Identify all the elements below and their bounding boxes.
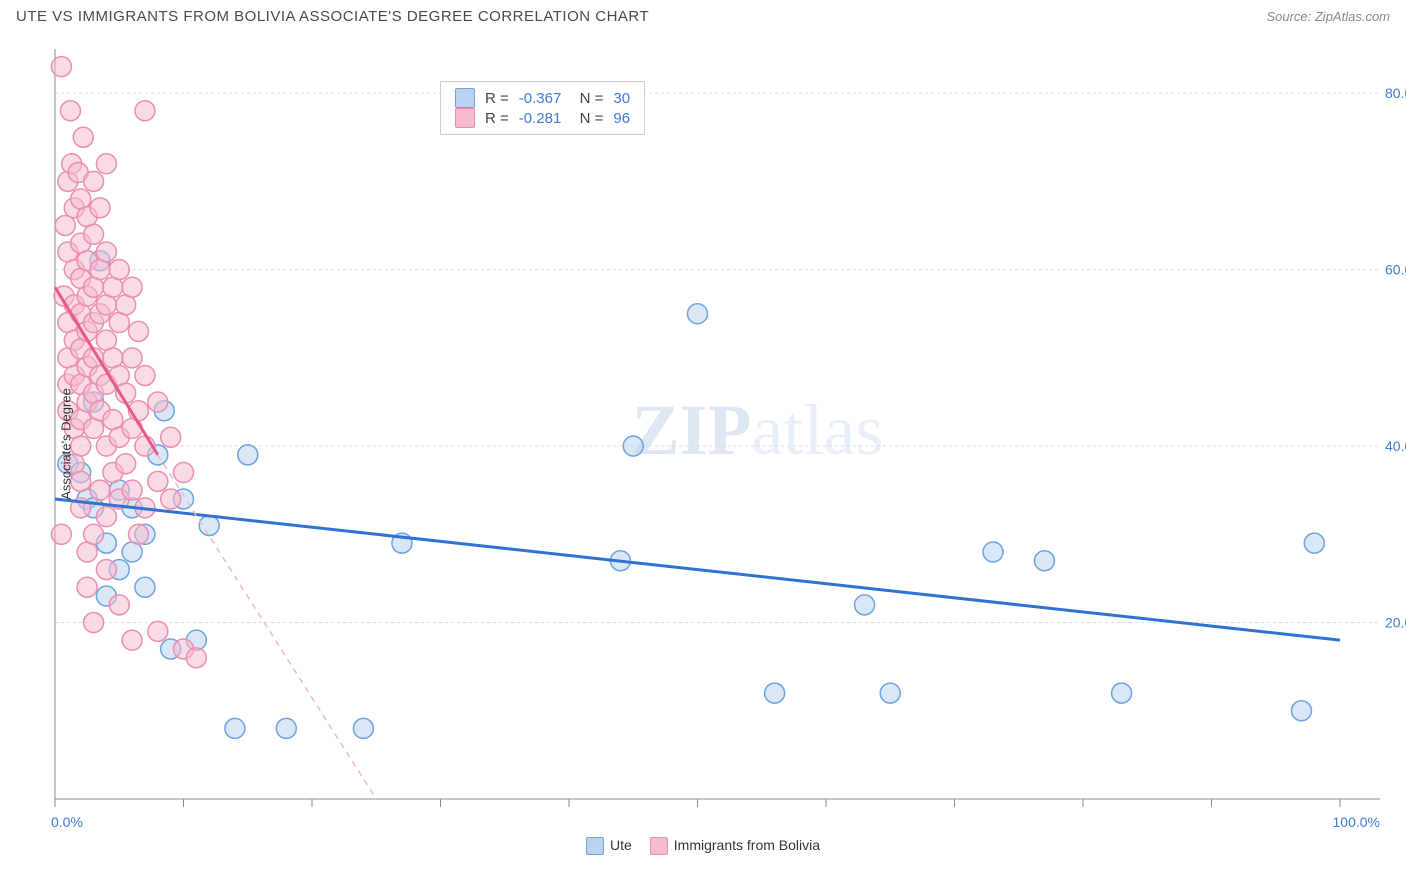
source-label: Source: ZipAtlas.com [1266,9,1390,24]
chart-title: UTE VS IMMIGRANTS FROM BOLIVIA ASSOCIATE… [16,8,649,25]
stats-row: R =-0.281 N =96 [455,108,630,128]
svg-text:60.0%: 60.0% [1385,262,1406,278]
svg-text:ZIPatlas: ZIPatlas [632,390,884,470]
legend-item: Immigrants from Bolivia [650,837,820,855]
stats-legend-box: R =-0.367 N =30R =-0.281 N =96 [440,81,645,135]
chart-area: Associate's Degree 20.0% 40.0% 60.0% 80.0% Z… [0,29,1406,859]
legend-item: Ute [586,837,632,855]
svg-text:100.0%: 100.0% [1333,814,1380,830]
svg-text:0.0%: 0.0% [51,814,83,830]
svg-text:80.0%: 80.0% [1385,85,1406,101]
svg-text:40.0%: 40.0% [1385,438,1406,454]
legend-bottom: Ute Immigrants from Bolivia [586,837,820,855]
y-axis-label: Associate's Degree [58,388,73,500]
stats-row: R =-0.367 N =30 [455,88,630,108]
scatter-plot: 20.0% 40.0% 60.0% 80.0% ZIPatlas 0.0% 100.0% [0,29,1406,859]
svg-text:20.0%: 20.0% [1385,615,1406,631]
